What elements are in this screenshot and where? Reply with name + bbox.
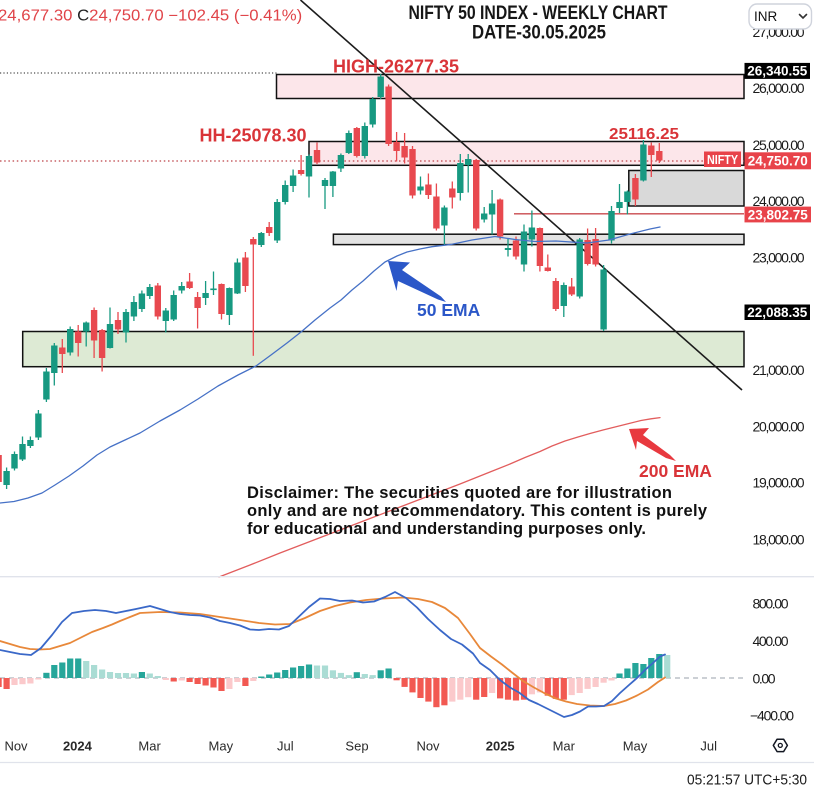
svg-text:for educational and understand: for educational and understanding purpos… — [247, 520, 646, 538]
svg-text:24,750.70: 24,750.70 — [748, 154, 808, 169]
svg-text:26,340.55: 26,340.55 — [747, 64, 808, 79]
svg-text:05:21:57 UTC+5:30: 05:21:57 UTC+5:30 — [687, 772, 807, 789]
svg-text:24,677.30 C24,750.70 −102.45 (: 24,677.30 C24,750.70 −102.45 (−0.41%) — [0, 7, 302, 24]
svg-text:HIGH-26277.35: HIGH-26277.35 — [333, 57, 459, 77]
svg-text:0.00: 0.00 — [753, 671, 776, 687]
svg-text:May: May — [623, 739, 648, 754]
svg-text:800.00: 800.00 — [753, 596, 789, 612]
svg-text:−400.00: −400.00 — [750, 707, 794, 723]
svg-text:INR: INR — [754, 9, 778, 24]
svg-text:Sep: Sep — [345, 739, 368, 754]
svg-text:24,000.00: 24,000.00 — [753, 193, 805, 209]
svg-text:HH-25078.30: HH-25078.30 — [199, 126, 306, 146]
svg-text:NIFTY: NIFTY — [707, 153, 739, 167]
svg-text:Mar: Mar — [138, 739, 161, 754]
svg-text:2024: 2024 — [63, 739, 93, 754]
svg-text:23,000.00: 23,000.00 — [753, 250, 805, 266]
svg-text:22,088.35: 22,088.35 — [747, 305, 808, 320]
svg-text:Jul: Jul — [700, 739, 717, 754]
svg-text:Jul: Jul — [277, 739, 294, 754]
svg-text:25,000.00: 25,000.00 — [753, 137, 805, 153]
svg-text:2025: 2025 — [486, 739, 515, 754]
svg-text:18,000.00: 18,000.00 — [753, 532, 805, 548]
svg-text:50 EMA: 50 EMA — [417, 300, 481, 320]
svg-text:26,000.00: 26,000.00 — [753, 80, 805, 96]
svg-text:25116.25: 25116.25 — [609, 126, 679, 143]
svg-text:Mar: Mar — [553, 739, 576, 754]
svg-text:DATE-30.05.2025: DATE-30.05.2025 — [472, 23, 606, 44]
svg-text:200 EMA: 200 EMA — [639, 461, 712, 481]
svg-text:21,000.00: 21,000.00 — [753, 362, 805, 378]
svg-text:20,000.00: 20,000.00 — [753, 418, 805, 434]
svg-text:Nov: Nov — [4, 739, 28, 754]
svg-text:23,802.75: 23,802.75 — [748, 207, 809, 222]
svg-text:NIFTY 50 INDEX - WEEKLY CHART: NIFTY 50 INDEX - WEEKLY CHART — [409, 3, 668, 24]
svg-text:400.00: 400.00 — [753, 633, 789, 649]
svg-text:19,000.00: 19,000.00 — [753, 474, 805, 490]
svg-text:May: May — [209, 739, 234, 754]
svg-text:Nov: Nov — [416, 739, 440, 754]
svg-text:only and are not recommendator: only and are not recommendatory. This co… — [247, 502, 708, 520]
svg-text:Disclaimer: The securities quo: Disclaimer: The securities quoted are fo… — [247, 484, 672, 502]
